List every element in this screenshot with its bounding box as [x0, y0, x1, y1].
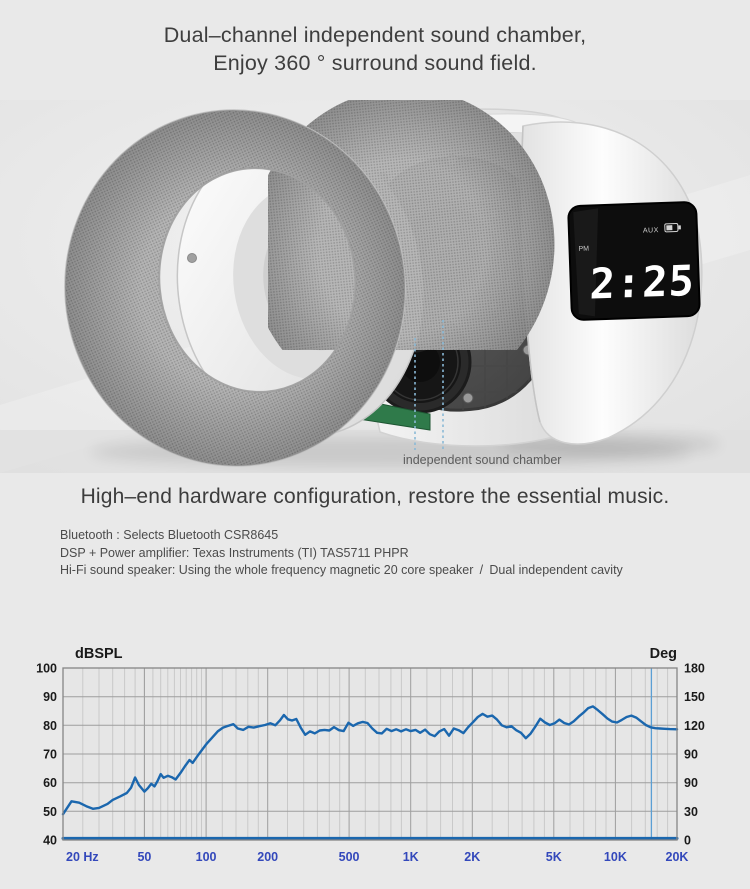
mesh-grille-front: [64, 109, 406, 467]
x-axis-tick-label: 5K: [546, 850, 562, 864]
chamber-caption: independent sound chamber: [403, 453, 561, 467]
y2-axis-title: Deg: [650, 646, 677, 662]
hardware-title: High–end hardware configuration, restore…: [80, 485, 670, 508]
x-axis-tick-label: 200: [257, 850, 278, 864]
series-spl: [61, 705, 679, 816]
y-axis-tick-label: 40: [43, 834, 57, 848]
y-axis-tick-label: 100: [36, 662, 57, 676]
plot-border: [62, 667, 678, 841]
y-axis-tick-label: 90: [43, 690, 57, 704]
y2-axis-tick-label: 90: [684, 776, 698, 790]
display-pm-label: PM: [578, 246, 589, 253]
spec-bluetooth: Bluetooth : Selects Bluetooth CSR8645: [60, 528, 279, 542]
chart-canvas: 100 180 90 150 80 120 70 90 60 90 50 30 40 0 20 Hz 50 10…: [36, 646, 705, 864]
spec-hifi: Hi-Fi sound speaker: Using the whole fre…: [60, 563, 623, 577]
display-glare: [573, 208, 599, 317]
display-time-text: 2:25: [589, 256, 696, 309]
y2-axis-tick-label: 180: [684, 662, 705, 676]
baffle-screw-hole: [187, 253, 197, 263]
y2-axis-tick-label: 120: [684, 719, 705, 733]
x-axis-tick-label: 500: [339, 850, 360, 864]
battery-icon: [664, 223, 681, 233]
x-axis-tick-label: 2K: [464, 850, 480, 864]
y-axis-title: dBSPL: [75, 646, 123, 662]
x-axis-tick-label: 20 Hz: [66, 850, 99, 864]
x-axis-tick-label: 100: [196, 850, 217, 864]
y-axis-tick-label: 70: [43, 748, 57, 762]
x-axis-tick-label: 20K: [666, 850, 689, 864]
y2-axis-tick-label: 150: [684, 690, 705, 704]
hardware-specs: Bluetooth : Selects Bluetooth CSR8645 DS…: [60, 527, 750, 580]
spec-dsp: DSP + Power amplifier: Texas Instruments…: [60, 545, 409, 560]
hero-title-line1: Dual–channel independent sound chamber,: [163, 23, 587, 47]
display-time: 2:25: [589, 256, 696, 309]
hero-title-line2: Enjoy 360 ° surround sound field.: [213, 51, 537, 75]
y-axis-tick-label: 50: [43, 805, 57, 819]
x-axis-tick-label: 10K: [604, 850, 627, 864]
y2-axis-tick-label: 90: [684, 748, 698, 762]
x-axis-tick-label: 50: [137, 850, 151, 864]
y-axis-tick-label: 60: [43, 776, 57, 790]
y-axis-tick-label: 80: [43, 719, 57, 733]
hardware-section: High–end hardware configuration, restore…: [0, 473, 750, 580]
clock-display: PM AUX 2:25: [567, 201, 701, 321]
product-photo: PM AUX 2:25: [0, 100, 750, 473]
frequency-response-chart: 100 180 90 150 80 120 70 90 60 90 50 30 40 0 20 Hz 50 10…: [0, 630, 750, 889]
speaker-exploded-view: PM AUX 2:25: [0, 100, 750, 473]
y2-axis-tick-label: 30: [684, 805, 698, 819]
hero-section: Dual–channel independent sound chamber, …: [0, 0, 750, 100]
display-aux-label: AUX: [643, 227, 659, 235]
x-axis-tick-label: 1K: [403, 850, 419, 864]
y2-axis-tick-label: 0: [684, 834, 691, 848]
